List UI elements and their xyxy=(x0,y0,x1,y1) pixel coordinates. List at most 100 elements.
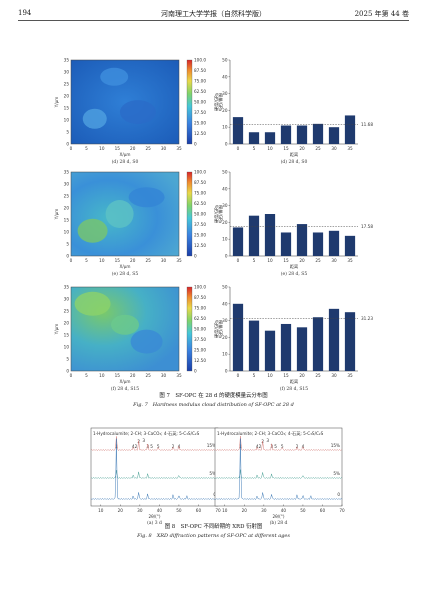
colorbar-tick-label: 25.00 xyxy=(194,348,206,353)
xrd-plot-frame xyxy=(214,427,343,507)
x-tick-label: 5 xyxy=(253,146,256,151)
y-tick-label: 10 xyxy=(64,345,70,350)
contour-map-frame xyxy=(70,171,180,257)
mean-value-label: 31.23 xyxy=(361,316,373,321)
y-axis-label: Y/μm xyxy=(54,209,59,221)
bar xyxy=(328,230,340,256)
peak-label: 2 xyxy=(296,444,299,449)
colorbar-tick-label: 62.50 xyxy=(194,201,206,206)
x-tick-label: 10 xyxy=(222,508,228,513)
y-tick-label: 15 xyxy=(64,333,70,338)
x-tick-label: 30 xyxy=(137,508,143,513)
y-tick-label: 10 xyxy=(222,125,228,130)
y-tick-label: 5 xyxy=(66,242,69,247)
bar xyxy=(344,312,356,371)
colorbar-label: 模量/GPa xyxy=(217,205,224,223)
y-tick-label: 15 xyxy=(64,218,70,223)
y-tick-label: 25 xyxy=(64,194,70,199)
x-tick-label: 20 xyxy=(299,258,305,263)
colorbar-tick-label: 37.50 xyxy=(194,222,206,227)
xrd-legend: 1-Hydrocalumite; 2-CH; 3-CaCO₃; 4-石英; 5-… xyxy=(93,430,200,437)
panel-label: (f) 28 d, S15 xyxy=(280,385,308,392)
x-tick-label: 30 xyxy=(331,146,337,151)
y-tick-label: 30 xyxy=(222,91,228,96)
x-tick-label: 10 xyxy=(99,258,105,263)
curve-label: 0 xyxy=(337,492,340,497)
x-tick-label: 60 xyxy=(196,508,202,513)
y-tick-label: 5 xyxy=(66,357,69,362)
bar xyxy=(280,125,292,144)
curve-label: 15% xyxy=(331,443,340,448)
peak-label: 3 xyxy=(142,438,145,443)
y-tick-label: 30 xyxy=(222,203,228,208)
y-tick-label: 0 xyxy=(225,369,228,374)
bar xyxy=(296,224,308,256)
bar xyxy=(232,303,244,371)
x-tick-label: 20 xyxy=(299,373,305,378)
x-tick-label: 25 xyxy=(315,146,321,151)
colorbar-scale xyxy=(186,286,193,372)
y-tick-label: 20 xyxy=(64,321,70,326)
colorbar-tick-label: 12.50 xyxy=(194,358,206,363)
peak-label: 4 xyxy=(256,444,259,449)
bar-chart: 0 10 20 30 40 50 0 5 10 15 20 25 30 35 17.58 距离 硬度/GPa (e… xyxy=(213,170,373,278)
contour-map-frame xyxy=(70,286,180,372)
x-tick-label: 10 xyxy=(98,508,104,513)
bar xyxy=(280,232,292,256)
x-tick-label: 30 xyxy=(331,373,337,378)
x-axis-label: 2θ/(°) xyxy=(273,514,285,519)
y-tick-label: 35 xyxy=(64,285,70,290)
y-axis-label: 硬度/GPa xyxy=(213,320,220,338)
y-tick-label: 20 xyxy=(64,206,70,211)
bar xyxy=(232,227,244,256)
colorbar-tick-label: 75.00 xyxy=(194,191,206,196)
x-tick-label: 0 xyxy=(70,373,73,378)
peak-label: 5 xyxy=(281,444,284,449)
colorbar-tick-label: 87.50 xyxy=(194,295,206,300)
peak-label: 3 xyxy=(266,438,269,443)
x-tick-label: 35 xyxy=(347,258,353,263)
panel-label: (a) 3 d xyxy=(147,519,162,526)
curve-label: 5% xyxy=(333,471,340,476)
colorbar-tick-label: 50.00 xyxy=(194,212,206,217)
x-tick-label: 25 xyxy=(315,373,321,378)
y-axis-label: 硬度/GPa xyxy=(213,93,220,111)
xrd-curve xyxy=(214,469,343,479)
x-tick-label: 10 xyxy=(267,146,273,151)
bar xyxy=(264,132,276,144)
panel-label: (d) 28 d, S0 xyxy=(112,158,139,165)
x-tick-label: 10 xyxy=(267,373,273,378)
x-axis-label: X/μm xyxy=(119,152,130,157)
contour-region xyxy=(100,67,129,86)
x-tick-label: 15 xyxy=(115,373,121,378)
y-tick-label: 20 xyxy=(222,335,228,340)
x-tick-label: 15 xyxy=(115,146,121,151)
peak-label: 2 xyxy=(135,444,138,449)
colorbar-tick-label: 50.00 xyxy=(194,327,206,332)
y-tick-label: 40 xyxy=(222,301,228,306)
x-tick-label: 0 xyxy=(237,258,240,263)
y-tick-label: 50 xyxy=(222,170,228,175)
bar xyxy=(328,127,340,144)
y-tick-label: 30 xyxy=(64,70,70,75)
x-tick-label: 50 xyxy=(300,508,306,513)
y-tick-label: 0 xyxy=(225,254,228,259)
bar xyxy=(280,323,292,371)
y-tick-label: 10 xyxy=(222,237,228,242)
colorbar-tick-label: 75.00 xyxy=(194,79,206,84)
y-tick-label: 0 xyxy=(66,369,69,374)
contour-region xyxy=(82,108,107,129)
x-axis-label: 距离 xyxy=(290,151,298,158)
x-tick-label: 35 xyxy=(347,373,353,378)
curve-label: 15% xyxy=(207,443,216,448)
colorbar-label: 模量/GPa xyxy=(217,93,224,111)
xrd-curve xyxy=(90,436,219,451)
contour-map: 00 5 5 10 10 15 15 20 20 25 25 30 30 35 35 X/μm Y/μm (d) … xyxy=(54,58,182,166)
y-tick-label: 35 xyxy=(64,170,70,175)
x-tick-label: 10 xyxy=(99,373,105,378)
peak-label: 5 xyxy=(157,444,160,449)
colorbar-scale xyxy=(186,59,193,145)
x-tick-label: 0 xyxy=(237,146,240,151)
curve-label: 5% xyxy=(209,471,216,476)
colorbar-tick-label: 87.50 xyxy=(194,180,206,185)
